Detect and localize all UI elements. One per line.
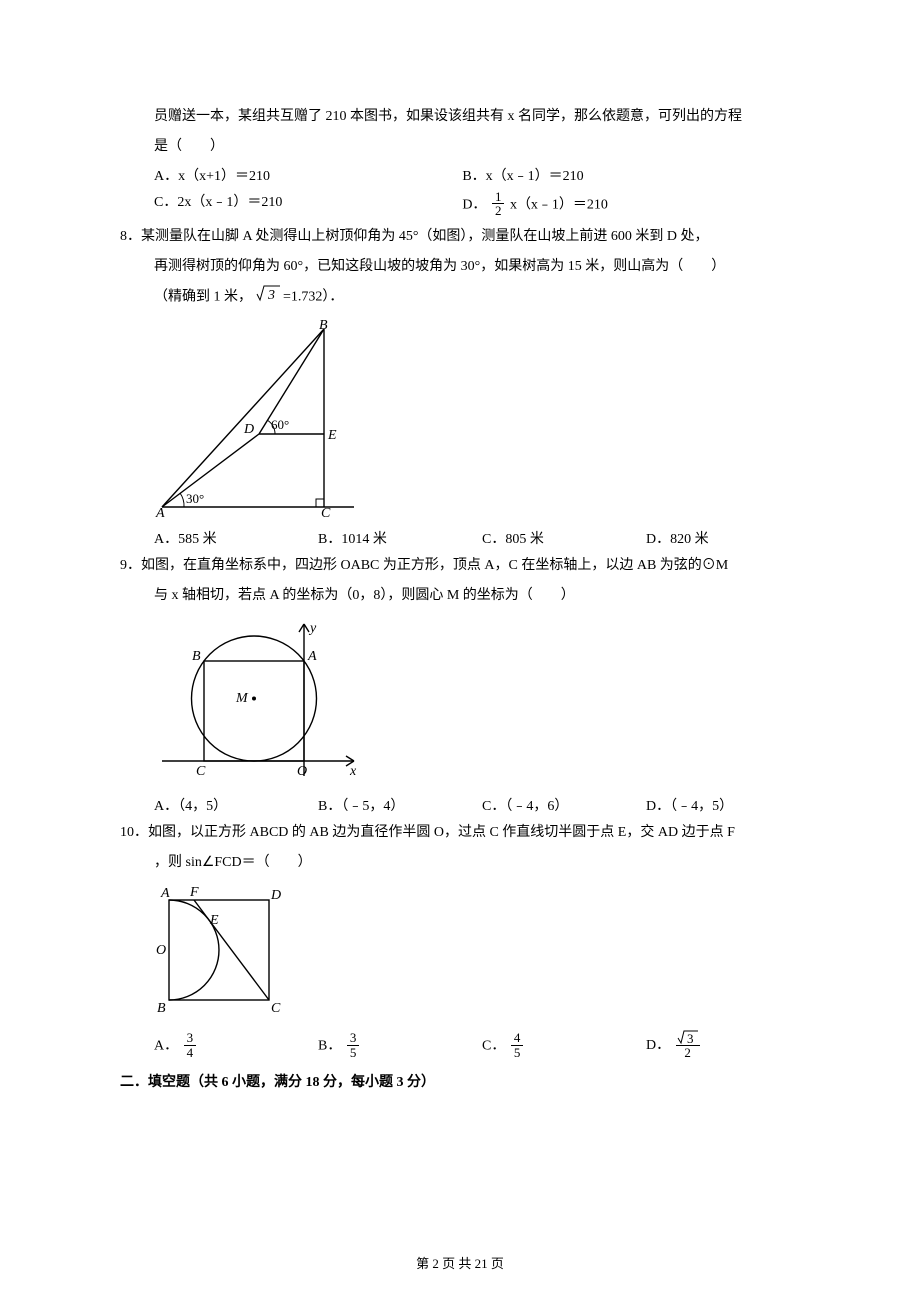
q10-option-a: A． 3 4 bbox=[154, 1032, 318, 1060]
q9-label-c: C bbox=[196, 764, 206, 779]
q9-label-y: y bbox=[308, 621, 317, 636]
section2-title: 二．填空题（共 6 小题，满分 18 分，每小题 3 分） bbox=[120, 1071, 810, 1091]
q9-label-b: B bbox=[192, 649, 201, 664]
q10-label-e: E bbox=[209, 913, 219, 928]
q9-line1: 9．如图，在直角坐标系中，四边形 OABC 为正方形，顶点 A，C 在坐标轴上，… bbox=[120, 554, 810, 578]
q10-c-label: C． bbox=[482, 1038, 505, 1053]
sqrt-icon: 3 bbox=[256, 284, 280, 311]
q10-line2: ，则 sin∠FCD＝（ ） bbox=[154, 851, 810, 875]
fraction-icon: 3 4 bbox=[184, 1031, 197, 1059]
q10-d-num: 3 bbox=[676, 1030, 700, 1046]
q10-option-d: D． 3 2 bbox=[646, 1031, 810, 1061]
q8-l3-suffix: =1.732）． bbox=[283, 290, 343, 305]
q9-label-m: M bbox=[235, 691, 249, 706]
q10-b-label: B． bbox=[318, 1038, 341, 1053]
q10-a-den: 4 bbox=[184, 1046, 197, 1060]
q10-a-num: 3 bbox=[184, 1031, 197, 1046]
q9-option-b: B．（﹣5，4） bbox=[318, 795, 482, 815]
q8-diagram: A B C D E 30° 60° bbox=[154, 319, 810, 524]
q10-d-sqrt-val: 3 bbox=[687, 1031, 694, 1045]
q9-line2: 与 x 轴相切，若点 A 的坐标为（0，8），则圆心 M 的坐标为（ ） bbox=[154, 584, 810, 608]
q8-line3: （精确到 1 米， 3 =1.732）． bbox=[154, 284, 810, 311]
fraction-icon: 3 2 bbox=[676, 1030, 700, 1060]
q10-label-f: F bbox=[189, 885, 199, 900]
q8-options: A．585 米 B．1014 米 C．805 米 D．820 米 bbox=[154, 528, 810, 548]
q7-opt-d-suffix: x（x﹣1）＝210 bbox=[510, 197, 608, 212]
q8-l3-prefix: （精确到 1 米， bbox=[154, 290, 252, 305]
fraction-icon: 4 5 bbox=[511, 1031, 524, 1059]
q8-label-c: C bbox=[321, 506, 331, 519]
q7-option-c: C．2x（x﹣1）＝210 bbox=[154, 191, 462, 219]
q9-label-a: A bbox=[307, 649, 317, 664]
fraction-icon: 1 2 bbox=[492, 190, 505, 218]
q7-opt-d-prefix: D． bbox=[462, 197, 486, 212]
q8-angle-d: 60° bbox=[271, 417, 289, 432]
q8-label-a: A bbox=[155, 506, 165, 519]
q9-option-c: C．（﹣4，6） bbox=[482, 795, 646, 815]
q8-line1: 8．某测量队在山脚 A 处测得山上树顶仰角为 45°（如图），测量队在山坡上前进… bbox=[120, 225, 810, 249]
q10-line1: 10．如图，以正方形 ABCD 的 AB 边为直径作半圆 O，过点 C 作直线切… bbox=[120, 821, 810, 845]
q10-label-d: D bbox=[270, 888, 281, 903]
q7-d-den: 2 bbox=[492, 204, 505, 218]
q7-line1: 员赠送一本，某组共互赠了 210 本图书，如果设该组共有 x 名同学，那么依题意… bbox=[154, 105, 810, 129]
q10-option-c: C． 4 5 bbox=[482, 1032, 646, 1060]
q10-c-num: 4 bbox=[511, 1031, 524, 1046]
q8-sqrt-val: 3 bbox=[267, 288, 275, 302]
q10-label-a: A bbox=[160, 886, 170, 901]
q10-label-b: B bbox=[157, 1001, 166, 1016]
q9-label-x: x bbox=[349, 764, 357, 779]
q7-option-d: D． 1 2 x（x﹣1）＝210 bbox=[462, 191, 810, 219]
q9-label-o: O bbox=[297, 764, 307, 779]
q9-option-d: D．（﹣4，5） bbox=[646, 795, 810, 815]
q8-label-b: B bbox=[319, 319, 328, 333]
q10-label-o: O bbox=[156, 943, 166, 958]
q10-b-num: 3 bbox=[347, 1031, 360, 1046]
q7-opt-b-text: B．x（x﹣1）＝210 bbox=[462, 169, 583, 184]
q10-d-label: D． bbox=[646, 1039, 670, 1054]
q7-d-num: 1 bbox=[492, 190, 505, 205]
q8-line2: 再测得树顶的仰角为 60°，已知这段山坡的坡角为 30°，如果树高为 15 米，… bbox=[154, 255, 810, 279]
q7-opt-c-text: C．2x（x﹣1）＝210 bbox=[154, 195, 282, 210]
q10-option-b: B． 3 5 bbox=[318, 1032, 482, 1060]
q10-diagram: A B C D O F E bbox=[154, 882, 810, 1027]
q9-option-a: A．（4，5） bbox=[154, 795, 318, 815]
q10-label-c: C bbox=[271, 1001, 281, 1016]
q10-a-label: A． bbox=[154, 1038, 178, 1053]
q8-option-b: B．1014 米 bbox=[318, 528, 482, 548]
fraction-icon: 3 5 bbox=[347, 1031, 360, 1059]
q7-opt-a-text: A．x（x+1）＝210 bbox=[154, 169, 270, 184]
q8-label-e: E bbox=[327, 428, 337, 443]
q8-option-d: D．820 米 bbox=[646, 528, 810, 548]
q8-angle-a: 30° bbox=[186, 491, 204, 506]
q10-options: A． 3 4 B． 3 5 C． 4 5 D． bbox=[154, 1031, 810, 1061]
q7-line2: 是（ ） bbox=[154, 135, 810, 159]
q7-option-a: A．x（x+1）＝210 bbox=[154, 165, 462, 185]
page-footer: 第 2 页 共 21 页 bbox=[0, 1253, 920, 1272]
q8-option-c: C．805 米 bbox=[482, 528, 646, 548]
q8-option-a: A．585 米 bbox=[154, 528, 318, 548]
page: 员赠送一本，某组共互赠了 210 本图书，如果设该组共有 x 名同学，那么依题意… bbox=[0, 0, 920, 1302]
q9-diagram: O A B C M x y bbox=[154, 616, 810, 791]
q10-b-den: 5 bbox=[347, 1046, 360, 1060]
q7-option-b: B．x（x﹣1）＝210 bbox=[462, 165, 810, 185]
q10-d-den: 2 bbox=[681, 1046, 694, 1060]
q10-c-den: 5 bbox=[511, 1046, 524, 1060]
q9-options: A．（4，5） B．（﹣5，4） C．（﹣4，6） D．（﹣4，5） bbox=[154, 795, 810, 815]
q7-options-row2: C．2x（x﹣1）＝210 D． 1 2 x（x﹣1）＝210 bbox=[154, 191, 810, 219]
q7-options-row1: A．x（x+1）＝210 B．x（x﹣1）＝210 bbox=[154, 165, 810, 185]
q8-label-d: D bbox=[243, 422, 254, 437]
